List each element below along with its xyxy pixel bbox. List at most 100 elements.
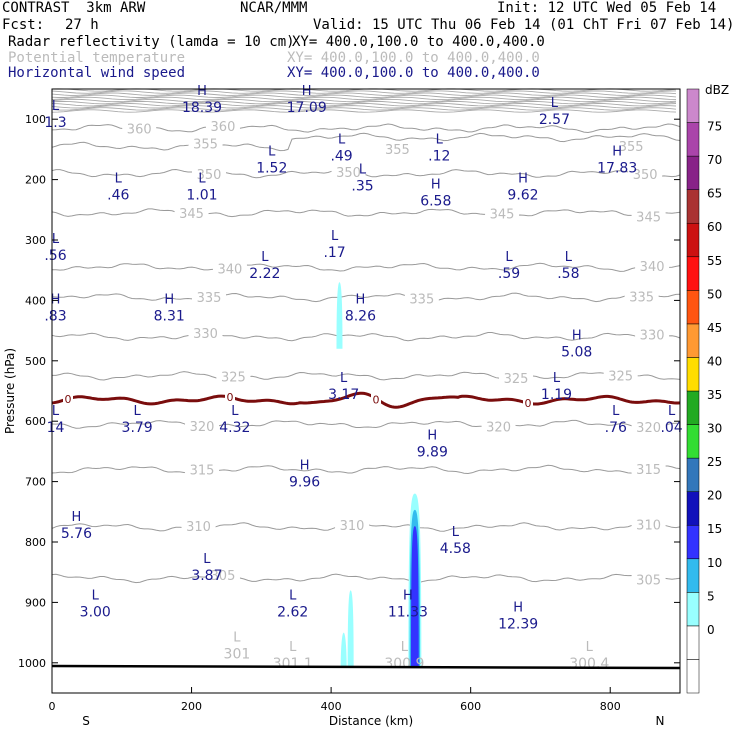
zero-contour-label: 0 bbox=[227, 391, 234, 404]
theta-label: 335 bbox=[197, 291, 222, 306]
wind-extremum-value: .56 bbox=[44, 248, 66, 264]
colorbar-swatch bbox=[686, 424, 700, 459]
wind-extremum-value: 3.00 bbox=[80, 604, 111, 620]
colorbar-swatch bbox=[686, 323, 700, 358]
theta-contour-355 bbox=[51, 132, 681, 152]
zero-contour-line bbox=[51, 391, 681, 409]
theta-label-bg bbox=[181, 520, 216, 534]
theta-contour-dense bbox=[51, 107, 677, 111]
colorbar-swatch bbox=[686, 625, 700, 660]
wind-extremum-value: 4.58 bbox=[440, 541, 471, 557]
wind-extremum-type: H bbox=[513, 601, 523, 616]
wind-extremum-type: H bbox=[518, 172, 528, 187]
field-wind-name: Horizontal wind speed bbox=[8, 65, 186, 81]
wind-extremum-type: L bbox=[92, 588, 100, 603]
colorbar-swatch bbox=[686, 88, 700, 123]
theta-contour-305 bbox=[51, 573, 681, 584]
wind-extremum-value: 2.22 bbox=[249, 266, 280, 282]
wind-extremum-type: L bbox=[115, 172, 123, 187]
y-tick-label: 100 bbox=[25, 113, 46, 126]
theta-label: 330 bbox=[640, 328, 665, 343]
colorbar-swatch bbox=[686, 491, 700, 526]
theta-label-bg bbox=[635, 259, 670, 273]
field-theta-name: Potential temperature bbox=[8, 50, 186, 66]
header-fcst-value: 27 h bbox=[65, 17, 99, 33]
theta-label: 360 bbox=[127, 123, 152, 138]
theta-contour-dense bbox=[51, 98, 677, 103]
theta-extremum-type: L bbox=[401, 640, 409, 655]
wind-extremum-value: .46 bbox=[107, 188, 129, 204]
colorbar-swatch bbox=[686, 524, 700, 560]
colorbar-level: 65 bbox=[707, 187, 722, 201]
theta-label-bg bbox=[499, 371, 534, 385]
x-tick-label: 200 bbox=[181, 700, 202, 713]
wind-extremum-value: 2.62 bbox=[277, 604, 308, 620]
direction-south: S bbox=[82, 714, 90, 728]
wind-extremum-type: H bbox=[164, 293, 174, 308]
wind-extremum-value: 12.39 bbox=[498, 617, 538, 633]
wind-extremum-value: 3.17 bbox=[328, 387, 359, 403]
wind-extremum-type: L bbox=[452, 525, 460, 540]
theta-label: 350 bbox=[336, 166, 361, 181]
theta-label: 305 bbox=[636, 573, 661, 588]
theta-label: 335 bbox=[629, 290, 654, 305]
theta-contour-345 bbox=[51, 208, 681, 218]
theta-label-bg bbox=[631, 420, 666, 434]
y-tick-label: 600 bbox=[25, 415, 46, 428]
colorbar-swatch bbox=[686, 558, 700, 593]
colorbar-title: dBZ bbox=[705, 83, 729, 97]
zero-label-bg bbox=[523, 397, 533, 410]
theta-label: 325 bbox=[504, 372, 529, 387]
theta-label: 320 bbox=[636, 421, 661, 436]
theta-label-bg bbox=[631, 210, 666, 224]
wind-extremum-type: H bbox=[572, 329, 582, 344]
theta-label-bg bbox=[335, 519, 370, 533]
colorbar-swatch bbox=[686, 357, 700, 392]
wind-extremum-type: L bbox=[203, 552, 211, 567]
ground-line bbox=[51, 664, 681, 670]
wind-extremum-type: L bbox=[612, 404, 620, 419]
wind-extremum-type: L bbox=[261, 250, 269, 265]
wind-extremum-value: 3.87 bbox=[191, 568, 222, 584]
theta-label: 345 bbox=[490, 208, 515, 223]
field-reflectivity-name: Radar reflectivity (lamda = 10 cm) bbox=[8, 34, 295, 50]
theta-label-bg bbox=[205, 119, 240, 133]
y-tick-label: 1000 bbox=[18, 657, 46, 670]
colorbar-swatch bbox=[686, 290, 700, 325]
theta-label-bg bbox=[188, 326, 223, 340]
wind-extremum-value: .58 bbox=[557, 266, 579, 282]
wind-extremum-value: 17.09 bbox=[287, 100, 327, 116]
colorbar-level: 55 bbox=[707, 254, 722, 268]
y-tick-label: 900 bbox=[25, 596, 46, 609]
wind-extremum-type: L bbox=[359, 163, 367, 178]
colorbar-level: 0 bbox=[707, 623, 715, 637]
colorbar-swatch bbox=[686, 390, 700, 425]
reflectivity-cell bbox=[336, 282, 343, 349]
theta-extremum-value: 301 bbox=[224, 647, 251, 663]
plot-frame bbox=[51, 88, 681, 694]
theta-contour-360 bbox=[51, 123, 681, 134]
theta-label-bg bbox=[614, 139, 649, 153]
theta-contour-dense bbox=[51, 90, 677, 94]
colorbar-level: 60 bbox=[707, 220, 722, 234]
wind-extremum-type: L bbox=[198, 172, 206, 187]
theta-label-bg bbox=[631, 518, 666, 532]
reflectivity-cell bbox=[410, 526, 419, 668]
theta-contours: 360 360 355 355 355 350 350 350 345 345 345 340 340 3… bbox=[51, 88, 681, 588]
wind-extremum-type: H bbox=[431, 178, 441, 193]
wind-extremum-type: L bbox=[436, 132, 444, 147]
wind-extremum-type: L bbox=[505, 250, 513, 265]
colorbar-swatch bbox=[686, 592, 700, 627]
zero-label-bg bbox=[371, 393, 381, 406]
wind-extremum-value: .49 bbox=[330, 148, 352, 164]
theta-label-bg bbox=[192, 168, 226, 182]
y-tick-label: 200 bbox=[25, 174, 46, 187]
theta-contour-dense bbox=[51, 92, 677, 96]
wind-extremum-value: .35 bbox=[351, 179, 373, 195]
theta-contour-dense bbox=[51, 94, 677, 98]
theta-contour-340 bbox=[52, 262, 681, 272]
y-tick-label: 300 bbox=[25, 234, 46, 247]
colorbar-level: 50 bbox=[707, 287, 722, 301]
theta-label: 325 bbox=[221, 371, 246, 386]
